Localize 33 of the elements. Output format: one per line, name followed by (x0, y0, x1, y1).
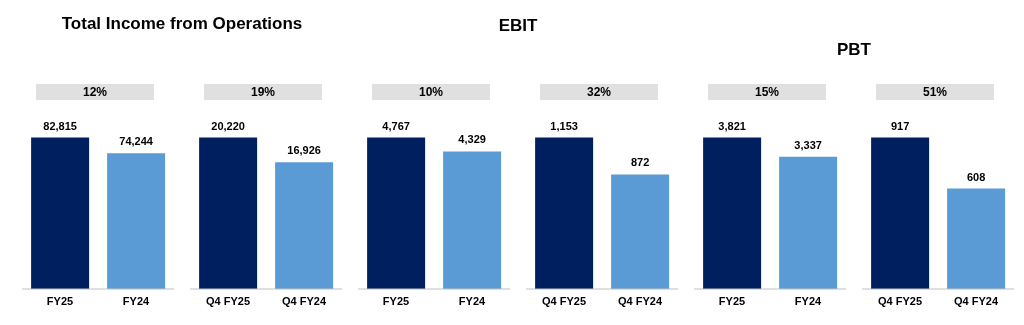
x-tick-label: FY24 (794, 294, 823, 307)
data-label: 3,821 (718, 119, 746, 132)
data-label: 917 (890, 119, 910, 132)
chart-title: EBIT (497, 16, 539, 36)
x-tick-label: Q4 FY25 (877, 294, 923, 307)
x-tick-label: Q4 FY24 (617, 294, 663, 307)
data-label: 74,244 (119, 135, 154, 148)
text: 51% (876, 84, 994, 100)
x-tick-label: Q4 FY24 (281, 294, 327, 307)
text: 19% (204, 84, 322, 100)
data-label: 4,329 (458, 133, 486, 146)
data-label: 4,767 (382, 119, 410, 132)
data-label: 20,220 (211, 119, 245, 132)
x-tick-label: FY24 (458, 294, 487, 307)
x-tick-label: FY24 (122, 294, 151, 307)
chart-title: PBT (836, 40, 872, 60)
text: 32% (540, 84, 658, 100)
text: 15% (708, 84, 826, 100)
x-tick-label: FY25 (46, 294, 74, 307)
x-tick-label: Q4 FY25 (205, 294, 251, 307)
data-label: 872 (630, 156, 650, 169)
text: 10% (372, 84, 490, 100)
x-tick-label: FY25 (382, 294, 410, 307)
data-label: 82,815 (43, 119, 77, 132)
data-label: 1,153 (550, 119, 578, 132)
data-label: 3,337 (794, 138, 822, 151)
x-tick-label: Q4 FY25 (541, 294, 587, 307)
x-tick-label: Q4 FY24 (953, 294, 999, 307)
x-tick-label: FY25 (718, 294, 746, 307)
data-label: 608 (966, 170, 986, 183)
chart-title: Total Income from Operations (60, 14, 304, 34)
text: 12% (36, 84, 154, 100)
data-label: 16,926 (287, 144, 321, 157)
